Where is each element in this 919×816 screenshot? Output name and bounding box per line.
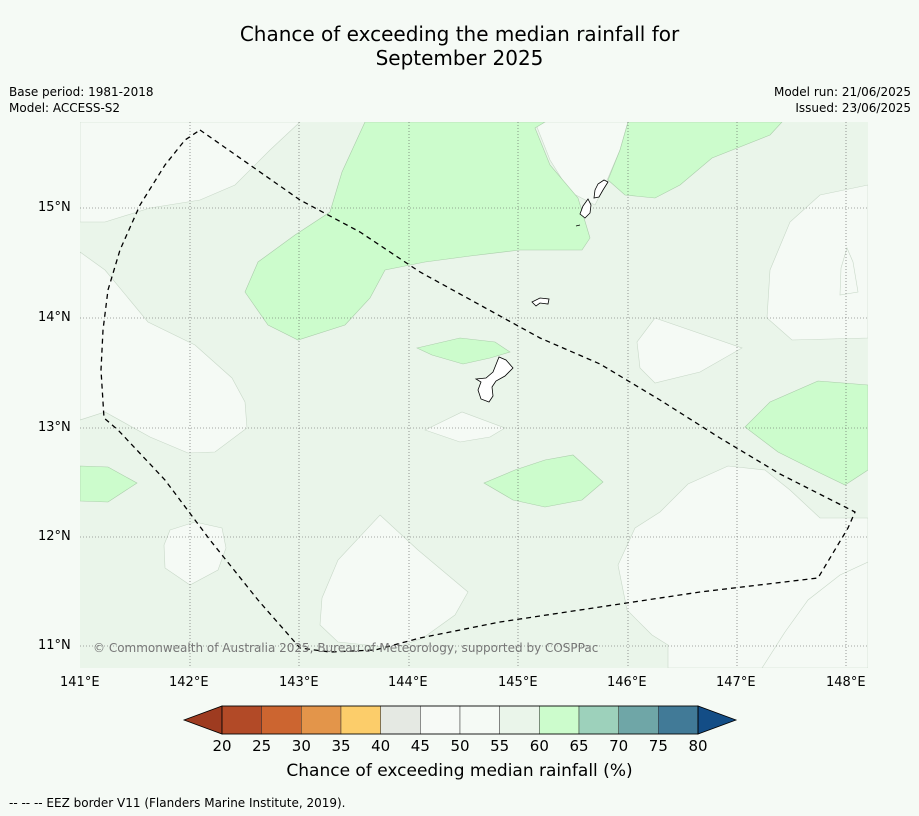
lat-label-12N: 12°N	[38, 529, 71, 544]
colorbar-segment	[618, 705, 659, 735]
band-60-65-center	[416, 337, 511, 365]
colorbar-tick-label: 80	[688, 737, 708, 755]
colorbar-title: Chance of exceeding median rainfall (%)	[286, 761, 633, 781]
colorbar-tick-label: 65	[569, 737, 589, 755]
colorbar-segment	[539, 705, 580, 735]
band-60-65-ne	[607, 122, 783, 199]
island-aguijan	[575, 224, 581, 227]
island-rota	[531, 297, 550, 307]
colorbar-segment	[301, 705, 342, 735]
island-saipan	[593, 179, 609, 199]
lat-label-11N: 11°N	[38, 638, 71, 653]
colorbar-tick-label: 30	[291, 737, 311, 755]
lat-label-14N: 14°N	[38, 310, 71, 325]
colorbar-extension-high	[697, 705, 738, 735]
lon-label-143E: 143°E	[279, 675, 319, 690]
band-60-65-north	[244, 122, 591, 341]
lat-label-15N: 15°N	[38, 200, 71, 215]
map-title-line2: September 2025	[375, 46, 544, 70]
colorbar-tick-label: 40	[371, 737, 391, 755]
island-guam	[474, 356, 514, 403]
band-60-65-west	[80, 465, 138, 503]
lat-label-13N: 13°N	[38, 420, 71, 435]
colorbar-tick-label: 20	[212, 737, 232, 755]
band-60-65-south-center	[483, 454, 604, 508]
band-50-55-nw	[80, 122, 301, 223]
issued-text: Issued: 23/06/2025	[795, 101, 911, 115]
lon-label-145E: 145°E	[498, 675, 538, 690]
colorbar-segment	[459, 705, 500, 735]
colorbar-tick-label: 25	[252, 737, 272, 755]
map-title: Chance of exceeding the median rainfall …	[0, 22, 919, 70]
band-50-55-small-west	[163, 521, 227, 586]
band-50-55-east	[766, 184, 868, 341]
contour-line-southeast	[761, 561, 868, 668]
base-period-text: Base period: 1981-2018	[9, 85, 154, 99]
map-area	[80, 122, 868, 668]
colorbar-segment	[221, 705, 262, 735]
band-50-55-west	[80, 251, 248, 454]
band-60-65-east	[744, 380, 868, 486]
colorbar-tick-label: 60	[529, 737, 549, 755]
eez-legend-text: -- -- -- EEZ border V11 (Flanders Marine…	[9, 796, 346, 810]
colorbar-segment	[340, 705, 381, 735]
band-50-55-east-sliver	[839, 247, 859, 296]
colorbar-tick-label: 45	[410, 737, 430, 755]
meta-left: Base period: 1981-2018 Model: ACCESS-S2	[9, 84, 154, 116]
colorbar-tick-label: 50	[450, 737, 470, 755]
colorbar-segment	[499, 705, 540, 735]
lon-label-146E: 146°E	[607, 675, 647, 690]
colorbar-segment	[578, 705, 619, 735]
colorbar	[182, 705, 738, 735]
band-50-55-south	[319, 514, 469, 649]
colorbar-frame	[221, 705, 699, 735]
model-text: Model: ACCESS-S2	[9, 101, 121, 115]
colorbar-extension-low	[182, 705, 223, 735]
islands	[474, 179, 609, 403]
eez-border	[100, 129, 856, 653]
map-title-line1: Chance of exceeding the median rainfall …	[239, 22, 680, 46]
colorbar-tick-label: 75	[648, 737, 668, 755]
lon-label-148E: 148°E	[826, 675, 866, 690]
band-50-55-southeast	[617, 465, 868, 668]
lon-label-142E: 142°E	[169, 675, 209, 690]
colorbar-tick-label: 55	[490, 737, 510, 755]
colorbar-tick-label: 70	[609, 737, 629, 755]
lon-label-147E: 147°E	[716, 675, 756, 690]
colorbar-segment	[658, 705, 699, 735]
lon-label-144E: 144°E	[388, 675, 428, 690]
meta-right: Model run: 21/06/2025 Issued: 23/06/2025	[774, 84, 911, 116]
band-50-55-east-mid	[636, 317, 743, 384]
lon-label-141E: 141°E	[60, 675, 100, 690]
graticule	[80, 122, 868, 668]
island-tinian	[579, 198, 592, 219]
colorbar-tick-label: 35	[331, 737, 351, 755]
colorbar-segment	[420, 705, 461, 735]
colorbar-segment	[261, 705, 302, 735]
copyright-text: © Commonwealth of Australia 2025, Bureau…	[93, 641, 599, 655]
band-50-55-center	[424, 411, 506, 443]
colorbar-segment	[380, 705, 421, 735]
model-run-text: Model run: 21/06/2025	[773, 85, 911, 99]
